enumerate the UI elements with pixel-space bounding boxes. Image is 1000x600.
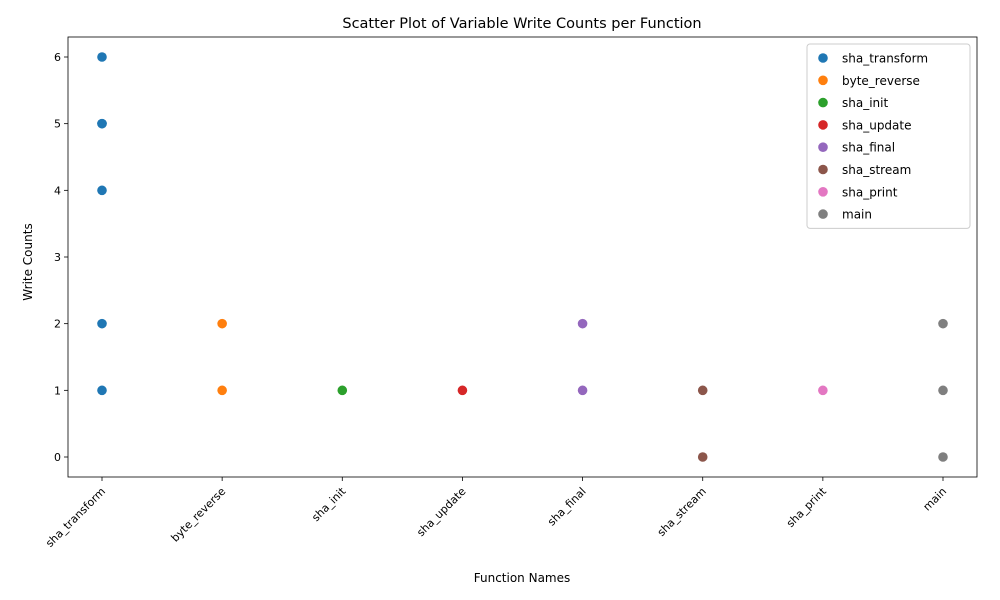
legend-marker bbox=[818, 164, 828, 175]
data-point bbox=[97, 118, 107, 129]
legend-marker bbox=[818, 187, 828, 197]
data-point bbox=[217, 318, 227, 329]
y-tick-label: 1 bbox=[54, 384, 61, 397]
x-axis-label: Function Names bbox=[474, 571, 571, 585]
chart-title: Scatter Plot of Variable Write Counts pe… bbox=[342, 16, 701, 32]
legend-label: sha_transform bbox=[842, 52, 928, 66]
y-tick-label: 5 bbox=[54, 118, 61, 131]
legend-label: byte_reverse bbox=[842, 74, 920, 88]
data-point bbox=[457, 385, 468, 396]
data-point bbox=[938, 318, 948, 329]
y-tick-label: 6 bbox=[54, 51, 61, 64]
y-tick-label: 4 bbox=[54, 184, 61, 197]
data-point bbox=[337, 385, 348, 396]
data-point bbox=[577, 385, 588, 396]
data-point bbox=[217, 385, 227, 396]
legend-marker bbox=[818, 120, 828, 130]
data-point bbox=[938, 385, 948, 396]
legend-box bbox=[806, 43, 971, 229]
legend-marker bbox=[818, 142, 828, 152]
data-point bbox=[697, 452, 708, 462]
y-axis-label: Write Counts bbox=[21, 223, 35, 300]
data-point bbox=[577, 318, 588, 329]
legend-label: sha_stream bbox=[842, 163, 911, 177]
legend-label: sha_final bbox=[842, 141, 895, 155]
data-point bbox=[697, 385, 708, 396]
legend-marker bbox=[818, 53, 828, 63]
legend-label: sha_update bbox=[842, 118, 912, 132]
data-point bbox=[97, 385, 107, 396]
data-point bbox=[938, 452, 948, 462]
legend-marker bbox=[818, 75, 828, 86]
legend-marker bbox=[818, 97, 828, 108]
y-tick-label: 0 bbox=[54, 451, 61, 464]
y-tick-label: 2 bbox=[54, 318, 61, 331]
data-point bbox=[97, 185, 107, 196]
legend-label: sha_init bbox=[842, 96, 888, 110]
legend: sha_transform byte_reverse sha_init sha_upd… bbox=[806, 43, 971, 229]
data-point bbox=[97, 52, 107, 62]
data-point bbox=[818, 385, 828, 396]
y-tick-label: 3 bbox=[54, 251, 61, 264]
legend-marker bbox=[818, 209, 828, 219]
legend-label: main bbox=[842, 208, 872, 222]
data-point bbox=[97, 318, 107, 329]
legend-label: sha_print bbox=[842, 185, 898, 199]
